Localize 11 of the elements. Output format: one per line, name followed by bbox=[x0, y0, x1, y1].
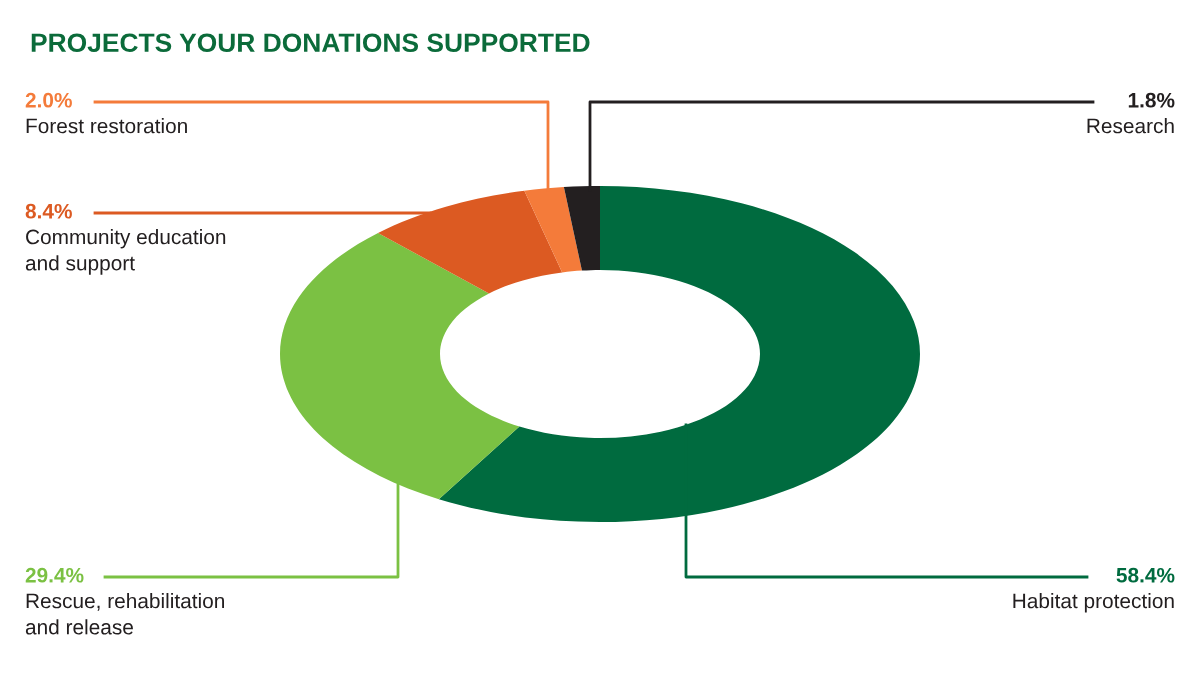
slice-label: Community education and support bbox=[25, 229, 226, 275]
data-label: 58.4% bbox=[1116, 567, 1175, 583]
data-label: 1.8% bbox=[1128, 92, 1175, 108]
data-label: 2.0% bbox=[25, 92, 72, 108]
slice-label: Research bbox=[1087, 118, 1174, 134]
data-label: 8.4% bbox=[25, 203, 72, 219]
data-label: 29.4% bbox=[25, 567, 84, 583]
chart-title: PROJECTS YOUR DONATIONS SUPPORTED bbox=[31, 33, 590, 53]
slice-label: Rescue, rehabilitation and release bbox=[25, 593, 224, 635]
slice-label: Habitat protection bbox=[1013, 593, 1174, 613]
slice-label: Forest restoration bbox=[26, 118, 187, 134]
